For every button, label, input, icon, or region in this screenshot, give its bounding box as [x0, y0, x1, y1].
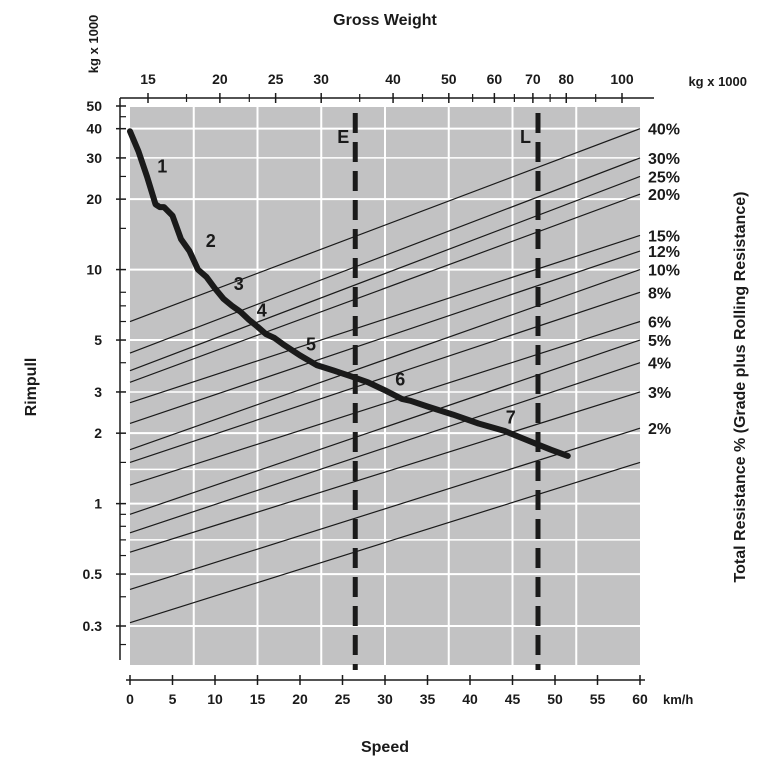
x-tick-label: 15 [250, 691, 266, 707]
resistance-label: 5% [648, 333, 671, 350]
gross-weight-tick-label: 40 [385, 71, 401, 87]
y-tick-label: 2 [94, 425, 102, 441]
resistance-label: 3% [648, 385, 671, 402]
y-tick-label: 0.5 [83, 566, 103, 582]
y-tick-label: 10 [86, 262, 102, 278]
resistance-line [129, 362, 641, 534]
left-axis-unit: kg x 1000 [86, 15, 101, 74]
x-axis-unit: km/h [663, 692, 693, 707]
rimpull-curve [127, 128, 571, 459]
gross-weight-tick-label: 50 [441, 71, 457, 87]
resistance-line [129, 234, 641, 404]
resistance-lines: 40% 30%25%20% 15%12% 10% 8% 6%5% 4% 3% 2% [129, 122, 680, 624]
resistance-line [129, 269, 641, 451]
gear-label: 7 [506, 407, 516, 427]
grid [130, 107, 640, 665]
gross-weight-tick-label: 100 [610, 71, 634, 87]
resistance-label: 25% [648, 169, 680, 186]
resistance-label: 40% [648, 122, 680, 139]
gross-weight-tick-label: 20 [212, 71, 228, 87]
top-axis-unit: kg x 1000 [688, 74, 747, 89]
resistance-label: 4% [648, 356, 671, 373]
resistance-line [129, 320, 641, 486]
resistance-line [129, 157, 641, 354]
x-tick-label: 40 [462, 691, 478, 707]
resistance-line [129, 339, 641, 515]
resistance-line [129, 461, 641, 624]
resistance-label: 10% [648, 263, 680, 280]
x-tick-label: 25 [335, 691, 351, 707]
gross-weight-tick-label: 80 [558, 71, 574, 87]
gear-label: 5 [306, 335, 316, 355]
resistance-line [129, 391, 641, 553]
resistance-line [129, 175, 641, 372]
x-tick-label: 20 [292, 691, 308, 707]
x-tick-label: 35 [420, 691, 436, 707]
gross-weight-tick-label: 60 [487, 71, 503, 87]
x-tick-label: 30 [377, 691, 393, 707]
x-tick-label: 0 [126, 691, 134, 707]
resistance-label: 30% [648, 151, 680, 168]
x-tick-label: 10 [207, 691, 223, 707]
chart-title: Gross Weight [333, 12, 437, 29]
gross-weight-tick-label: 30 [313, 71, 329, 87]
x-tick-label: 50 [547, 691, 563, 707]
right-axis-title: Total Resistance % (Grade plus Rolling R… [732, 192, 749, 583]
resistance-label: 20% [648, 187, 680, 204]
axes: 0 5 10 15 20 25 30 35 40 45 50 55 60504030201053210.… [83, 71, 654, 707]
x-axis-title: Speed [361, 739, 409, 756]
reference-label: L [520, 127, 531, 147]
y-tick-label: 1 [94, 496, 102, 512]
y-axis-title: Rimpull [23, 358, 40, 417]
resistance-line [129, 291, 641, 463]
gear-label: 2 [206, 231, 216, 251]
x-tick-label: 55 [590, 691, 606, 707]
resistance-label: 2% [648, 421, 671, 438]
gear-label: 6 [395, 369, 405, 389]
resistance-label: 15% [648, 228, 680, 245]
gear-label: 3 [234, 274, 244, 294]
gross-weight-tick-label: 25 [268, 71, 284, 87]
resistance-label: 12% [648, 244, 680, 261]
resistance-line [129, 250, 641, 425]
y-tick-label: 40 [86, 121, 102, 137]
reference-label: E [337, 127, 349, 147]
x-tick-label: 45 [505, 691, 521, 707]
y-tick-label: 50 [86, 98, 102, 114]
y-tick-label: 20 [86, 191, 102, 207]
y-tick-label: 0.3 [83, 618, 103, 634]
y-tick-label: 3 [94, 384, 102, 400]
x-tick-label: 60 [632, 691, 648, 707]
resistance-line [129, 427, 641, 590]
x-tick-label: 5 [169, 691, 177, 707]
resistance-label: 8% [648, 285, 671, 302]
resistance-line [129, 193, 641, 383]
gear-label: 1 [157, 156, 167, 176]
gear-label: 4 [257, 301, 267, 321]
y-tick-label: 30 [86, 150, 102, 166]
rimpull-curve-group: 1 2 34 5 6 7 [127, 128, 571, 459]
y-tick-label: 5 [94, 332, 102, 348]
gross-weight-tick-label: 70 [525, 71, 541, 87]
resistance-label: 6% [648, 315, 671, 332]
gross-weight-tick-label: 15 [140, 71, 156, 87]
